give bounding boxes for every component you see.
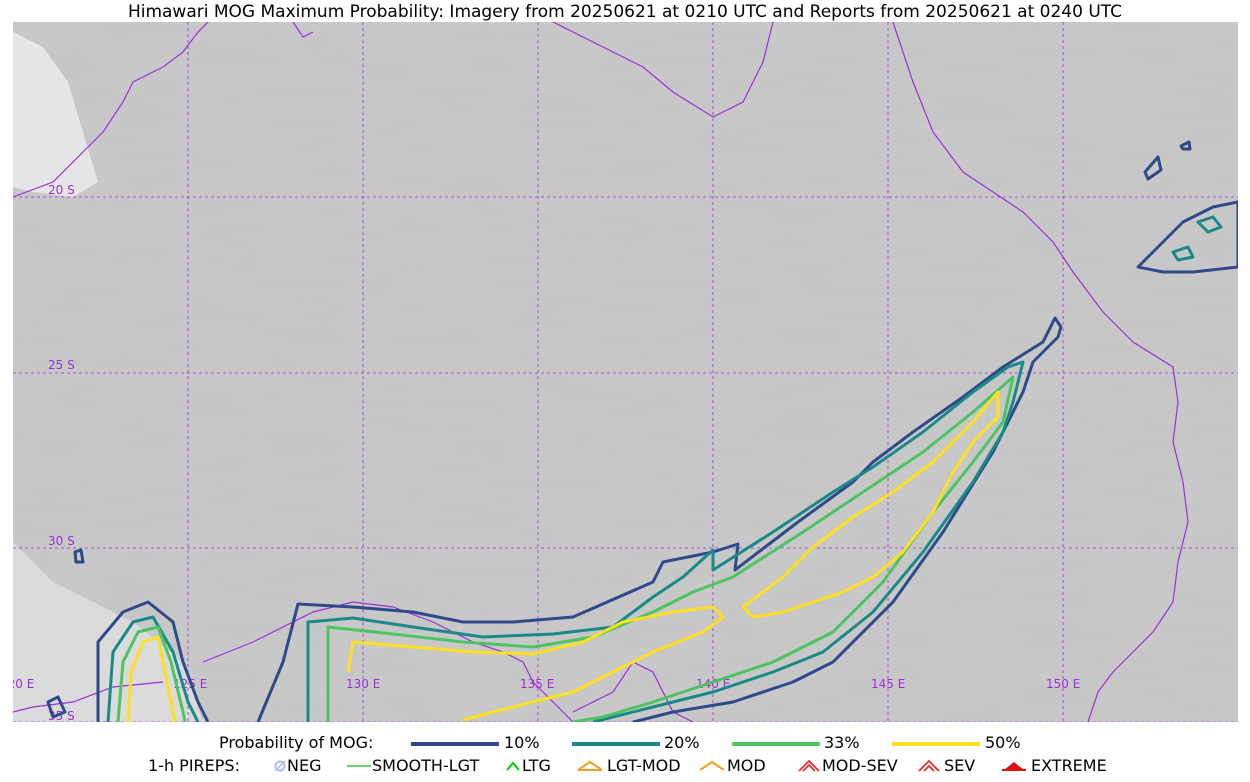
contour-10-small-west (46, 695, 67, 719)
ltg-icon (506, 761, 520, 771)
pireps-legend: 1-h PIREPS: NEG SMOOTH-LGT LTG LGT-MOD M… (0, 756, 1250, 776)
contour-20-west (106, 615, 200, 722)
mog-contours (46, 140, 1238, 722)
contour-20-main (306, 360, 1025, 722)
lat-label-25s: 25 S (48, 358, 75, 372)
contour-10-ne-dot (1179, 140, 1192, 151)
mod-icon (700, 760, 724, 771)
contour-50-ridge (741, 390, 1000, 619)
lat-label-35s: 35 S (48, 709, 75, 722)
contour-20-northeast-a (1196, 215, 1223, 234)
lon-label-150e: 150 E (1046, 677, 1080, 691)
pirep-label-mod: MOD (727, 756, 766, 775)
lgt-mod-icon (578, 760, 602, 771)
map-title: Himawari MOG Maximum Probability: Imager… (127, 2, 1123, 22)
coastline (13, 22, 1189, 722)
legend-label-10: 10% (504, 733, 540, 752)
pirep-label-mod-sev: MOD-SEV (822, 756, 898, 775)
lon-label-145e: 145 E (871, 677, 905, 691)
contour-33-main (326, 375, 1015, 722)
smooth-lgt-icon (347, 765, 371, 767)
lat-label-30s: 30 S (48, 534, 75, 548)
lon-label-130e: 130 E (346, 677, 380, 691)
contour-20-northeast-b (1171, 245, 1195, 262)
extreme-icon (1002, 762, 1026, 771)
legend-label-20: 20% (664, 733, 700, 752)
contour-10-small-west2 (73, 548, 85, 564)
legend-swatch-33 (732, 742, 820, 746)
legend-label-33: 33% (824, 733, 860, 752)
contour-10-northeast (1136, 200, 1238, 274)
probability-legend: Probability of MOG: 10% 20% 33% 50% (0, 733, 1250, 753)
lon-label-135e: 135 E (520, 677, 554, 691)
mod-sev-icon (798, 759, 820, 772)
sev-icon (918, 759, 940, 772)
contour-50-west (126, 635, 177, 722)
contour-10-west (96, 600, 210, 722)
probability-legend-label: Probability of MOG: (219, 733, 374, 752)
contour-10-ne-small (1143, 155, 1163, 181)
legend-label-50: 50% (985, 733, 1021, 752)
cloud-area-northwest (13, 32, 98, 197)
pirep-label-neg: NEG (287, 756, 322, 775)
lat-label-20s: 20 S (48, 183, 75, 197)
contour-33-west (116, 625, 187, 722)
pirep-label-lgt-mod: LGT-MOD (607, 756, 681, 775)
neg-icon (274, 760, 286, 772)
legend-swatch-20 (572, 742, 660, 746)
pirep-label-smooth-lgt: SMOOTH-LGT (372, 756, 480, 775)
legend-swatch-50 (892, 742, 980, 746)
contour-50-main (346, 605, 725, 722)
pireps-legend-label: 1-h PIREPS: (148, 756, 240, 775)
pirep-label-ltg: LTG (522, 756, 551, 775)
pirep-label-extreme: EXTREME (1031, 756, 1107, 775)
lon-label-120e: 120 E (13, 677, 34, 691)
legend-swatch-10 (411, 742, 499, 746)
contour-10-main (256, 316, 1063, 722)
pirep-label-sev: SEV (944, 756, 976, 775)
satellite-map: 20 S 25 S 30 S 35 S 120 E 125 E 130 E 13… (13, 22, 1238, 722)
